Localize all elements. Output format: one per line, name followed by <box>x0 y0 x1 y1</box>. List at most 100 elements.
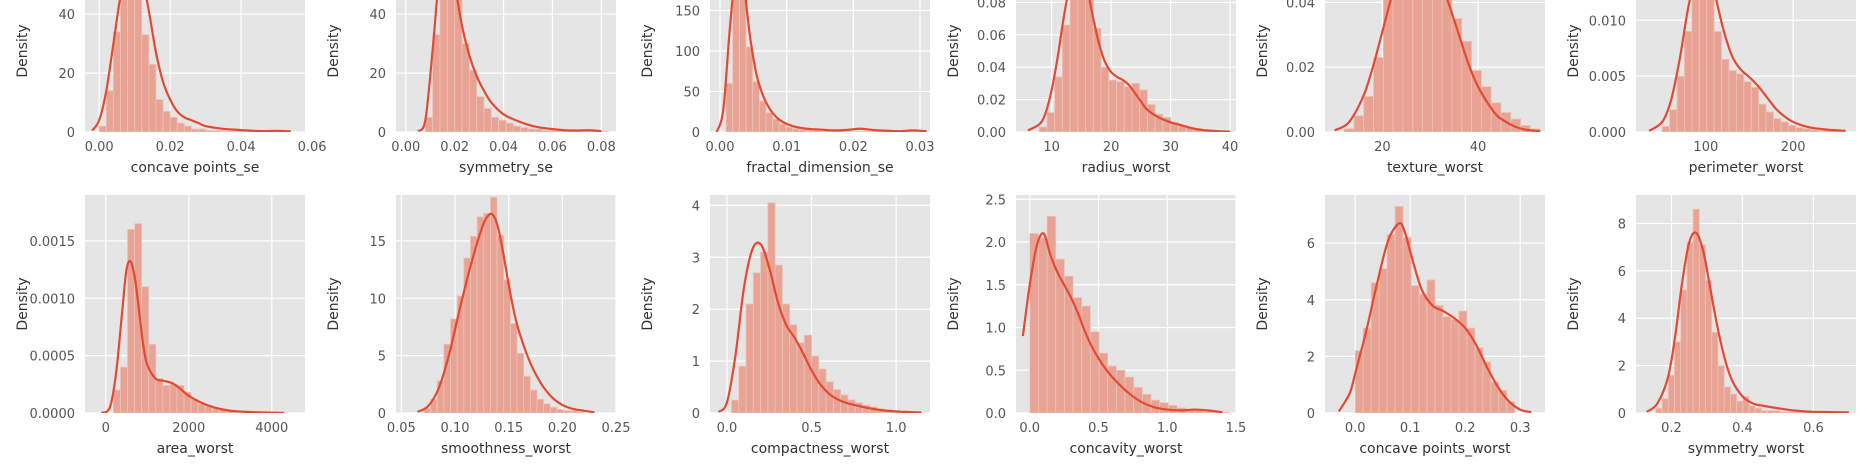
histogram-bar <box>739 366 746 413</box>
x-tick-label: 40 <box>1470 140 1487 155</box>
histogram-bar <box>819 131 826 132</box>
y-axis-label: Density <box>640 24 656 77</box>
histogram-bar <box>1116 370 1125 413</box>
histogram-bar <box>773 119 780 132</box>
histogram-bar <box>570 411 577 413</box>
y-tick-label: 0.04 <box>977 61 1006 76</box>
x-tick-label: 0.2 <box>1455 421 1476 436</box>
histogram-bar <box>469 70 476 132</box>
y-tick-label: 5 <box>378 350 386 365</box>
histogram-bar <box>746 47 753 132</box>
histogram-bar <box>1419 294 1427 413</box>
histogram-bar <box>1766 112 1773 132</box>
x-axis-label: radius_worst <box>1082 160 1171 176</box>
histogram-bar <box>510 324 517 413</box>
y-tick-label: 0.08 <box>977 0 1006 11</box>
histogram-bar <box>524 376 531 413</box>
histogram-bar <box>1788 125 1795 132</box>
histogram-bar <box>499 120 506 132</box>
x-tick-label: 0.0 <box>1345 421 1366 436</box>
y-tick-label: 0.0 <box>985 407 1006 422</box>
x-tick-label: 0.2 <box>1661 421 1682 436</box>
histogram-bar <box>739 0 746 132</box>
y-axis-label: Density <box>1255 24 1271 77</box>
x-tick-label: 1.0 <box>886 421 907 436</box>
histogram-bar <box>813 131 820 132</box>
histogram-bar <box>1387 235 1395 413</box>
x-tick-label: 0.3 <box>1510 421 1531 436</box>
y-tick-label: 0 <box>378 126 386 141</box>
x-tick-label: 20 <box>1103 140 1120 155</box>
y-tick-label: 0.005 <box>1589 70 1626 85</box>
histogram-bar <box>1379 269 1387 413</box>
histogram-bar <box>1116 82 1124 132</box>
histogram-bar <box>521 128 528 132</box>
x-tick-label: 0.05 <box>387 421 416 436</box>
x-tick-label: 0.6 <box>1803 421 1824 436</box>
histogram-bar <box>1039 127 1047 132</box>
histogram-bar <box>1483 362 1491 413</box>
histogram-bar <box>517 353 524 413</box>
x-axis-label: area_worst <box>157 441 234 457</box>
histogram-bar <box>1062 25 1070 132</box>
x-tick-label: 1.0 <box>1157 421 1178 436</box>
histogram-bar <box>128 0 135 132</box>
y-tick-label: 4 <box>692 199 700 214</box>
x-tick-label: 0.4 <box>1732 421 1753 436</box>
histogram-bar <box>1781 122 1788 132</box>
histogram-bar <box>1796 128 1803 132</box>
histogram-bar <box>848 400 855 413</box>
histogram-bar <box>199 129 206 132</box>
histogram-bar <box>491 117 498 132</box>
histogram-bar <box>1038 238 1047 413</box>
y-tick-label: 0.02 <box>1286 61 1315 76</box>
histogram-bar <box>1707 0 1714 132</box>
y-tick-label: 1.0 <box>985 322 1006 337</box>
histogram-bar <box>163 111 170 132</box>
histogram-bar <box>191 129 198 132</box>
y-tick-label: 8 <box>1618 217 1626 232</box>
histogram-bar <box>1677 76 1684 132</box>
histogram-bar <box>1140 90 1148 132</box>
histogram-bar <box>198 404 205 413</box>
histogram-bar <box>731 400 738 413</box>
x-tick-label: 100 <box>1693 140 1718 155</box>
histogram-bar <box>1786 412 1792 413</box>
histogram-bar <box>550 407 557 413</box>
histogram-bar <box>1803 129 1810 132</box>
histogram-bar <box>1714 31 1721 132</box>
histogram-bar <box>1818 131 1825 132</box>
y-axis-label: Density <box>946 277 962 330</box>
histogram-bar <box>793 129 800 132</box>
histogram-bar <box>799 130 806 132</box>
histogram-bar <box>1670 110 1677 132</box>
x-tick-label: 4000 <box>255 421 288 436</box>
x-tick-label: 200 <box>1781 140 1806 155</box>
x-axis-label: texture_worst <box>1387 160 1484 176</box>
x-axis-label: compactness_worst <box>751 441 890 457</box>
y-tick-label: 0.04 <box>1286 0 1315 11</box>
histogram-bar <box>128 229 135 413</box>
histogram-bar <box>1729 71 1736 132</box>
histogram-bar <box>113 32 120 132</box>
histogram-bar <box>1668 375 1674 413</box>
histogram-bar <box>726 83 733 132</box>
x-axis-label: concave points_se <box>131 160 260 176</box>
y-tick-label: 6 <box>1618 265 1626 280</box>
histogram-bar <box>1749 406 1755 413</box>
y-axis-label: Density <box>1255 277 1271 330</box>
x-tick-label: 0.15 <box>494 421 523 436</box>
x-tick-label: 0.02 <box>839 140 868 155</box>
histogram-bar <box>177 123 184 132</box>
histogram-bar <box>1755 408 1761 413</box>
histogram-bar <box>1435 305 1443 413</box>
